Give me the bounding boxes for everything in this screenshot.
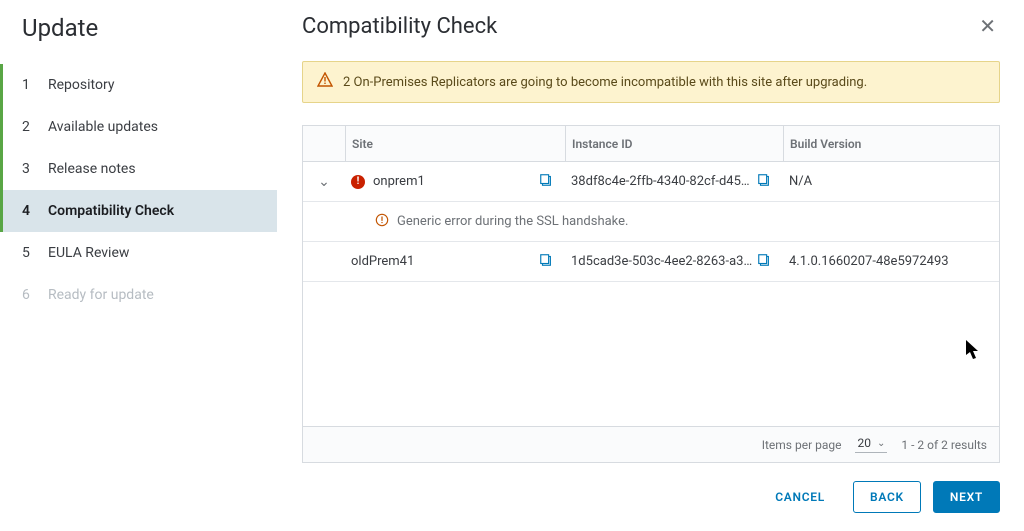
step-label: Compatibility Check (48, 203, 174, 219)
step-repository[interactable]: 1 Repository (0, 64, 277, 106)
step-label: Repository (48, 77, 114, 93)
table-footer: Items per page 20 ⌄ 1 - 2 of 2 results (303, 426, 999, 462)
table-row: ⌄ ! onprem1 38df8c4e-2ffb-4340-82cf-d45… (303, 162, 999, 202)
close-icon[interactable]: ✕ (975, 14, 1000, 38)
next-button[interactable]: NEXT (933, 481, 1000, 513)
wizard-sidebar: Update 1 Repository 2 Available updates … (0, 0, 278, 531)
build-version: N/A (789, 174, 812, 189)
error-message: Generic error during the SSL handshake. (397, 214, 628, 229)
build-version: 4.1.0.1660207-48e5972493 (789, 254, 949, 269)
copy-icon[interactable] (539, 253, 553, 271)
table-header: Site Instance ID Build Version (303, 126, 999, 162)
error-inline-icon (375, 213, 389, 231)
step-number: 1 (22, 77, 42, 93)
compatibility-table: Site Instance ID Build Version ⌄ ! onpre… (302, 125, 1000, 463)
col-header-site[interactable]: Site (345, 126, 565, 161)
wizard-footer: CANCEL BACK NEXT (302, 463, 1000, 531)
warning-icon (317, 72, 333, 92)
instance-id: 1d5cad3e-503c-4ee2-8263-a3… (571, 254, 752, 269)
step-ready-for-update: 6 Ready for update (0, 274, 277, 316)
wizard-steps: 1 Repository 2 Available updates 3 Relea… (0, 64, 277, 316)
table-body: ⌄ ! onprem1 38df8c4e-2ffb-4340-82cf-d45… (303, 162, 999, 426)
step-eula-review[interactable]: 5 EULA Review (0, 232, 277, 274)
col-header-instance[interactable]: Instance ID (565, 126, 783, 161)
alert-text: 2 On-Premises Replicators are going to b… (343, 75, 867, 90)
step-number: 6 (22, 287, 42, 303)
copy-icon[interactable] (757, 173, 771, 191)
items-per-page-select[interactable]: 20 ⌄ (855, 436, 887, 453)
page-title: Compatibility Check (302, 14, 497, 39)
sidebar-title: Update (0, 14, 277, 56)
copy-icon[interactable] (539, 173, 553, 191)
pagination-range: 1 - 2 of 2 results (901, 438, 987, 452)
error-icon: ! (351, 175, 365, 189)
warning-alert: 2 On-Premises Replicators are going to b… (302, 61, 1000, 103)
site-name: onprem1 (373, 174, 425, 189)
step-number: 4 (22, 203, 42, 219)
chevron-down-icon: ⌄ (877, 438, 885, 449)
step-label: EULA Review (48, 245, 129, 261)
col-header-version[interactable]: Build Version (783, 126, 999, 161)
step-label: Release notes (48, 161, 136, 177)
step-label: Ready for update (48, 287, 154, 303)
table-row: oldPrem41 1d5cad3e-503c-4ee2-8263-a3… (303, 242, 999, 282)
step-number: 5 (22, 245, 42, 261)
step-label: Available updates (48, 119, 158, 135)
instance-id: 38df8c4e-2ffb-4340-82cf-d45… (571, 174, 750, 189)
step-release-notes[interactable]: 3 Release notes (0, 148, 277, 190)
expand-row-icon[interactable]: ⌄ (318, 174, 330, 190)
back-button[interactable]: BACK (853, 481, 921, 513)
cancel-button[interactable]: CANCEL (759, 482, 841, 512)
copy-icon[interactable] (757, 253, 771, 271)
site-name: oldPrem41 (351, 254, 414, 269)
items-per-page-value: 20 (857, 436, 871, 450)
step-number: 2 (22, 119, 42, 135)
step-available-updates[interactable]: 2 Available updates (0, 106, 277, 148)
main-panel: Compatibility Check ✕ 2 On-Premises Repl… (278, 0, 1024, 531)
step-compatibility-check[interactable]: 4 Compatibility Check (0, 190, 277, 232)
items-per-page-label: Items per page (762, 438, 842, 452)
table-row-error: Generic error during the SSL handshake. (303, 202, 999, 242)
step-number: 3 (22, 161, 42, 177)
